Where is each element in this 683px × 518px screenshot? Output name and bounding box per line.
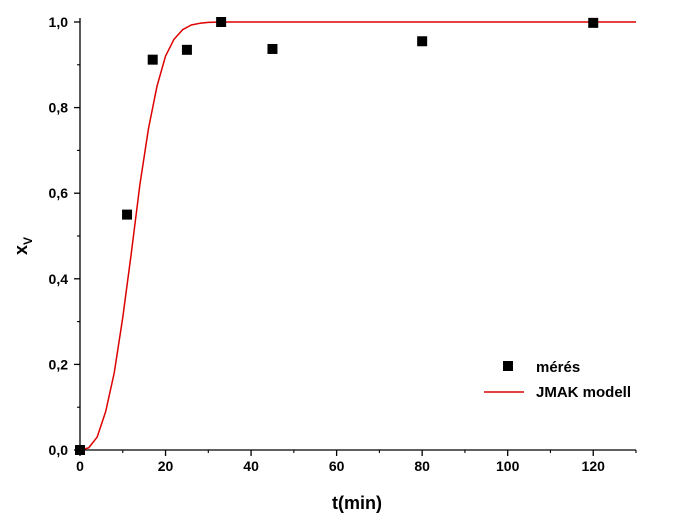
legend-label-jmak: JMAK modell (536, 384, 631, 401)
x-tick-label: 60 (329, 458, 345, 474)
y-tick-label: 1,0 (49, 14, 69, 30)
x-tick-label: 80 (414, 458, 430, 474)
x-axis: 0 20 40 60 80 100 120 (76, 450, 637, 474)
y-tick-label: 0,8 (49, 100, 69, 116)
meres-data-point (181, 44, 192, 55)
plot-frame (79, 18, 636, 451)
x-tick-label: 20 (158, 458, 174, 474)
jmak-model-curve (79, 21, 636, 451)
meres-data-point (267, 43, 278, 54)
y-tick-label: 0,0 (49, 442, 69, 458)
y-tick-label: 0,6 (49, 185, 69, 201)
legend-marker-meres (503, 361, 513, 371)
meres-data-point (417, 36, 428, 47)
x-tick-label: 0 (76, 458, 84, 474)
x-axis-title: t(min) (332, 493, 382, 513)
meres-data-point (75, 445, 85, 455)
meres-data-point (147, 54, 158, 65)
series-layer (75, 17, 636, 455)
y-axis-title-subscript: V (21, 237, 35, 245)
x-tick-label: 100 (496, 458, 520, 474)
x-tick-label: 120 (582, 458, 606, 474)
meres-data-point (216, 17, 227, 27)
legend: mérés JMAK modell (484, 359, 631, 401)
y-axis-title: xV (11, 237, 35, 255)
y-axis: 0,0 0,2 0,4 0,6 0,8 1,0 (49, 14, 80, 458)
y-axis-title-main: x (11, 245, 31, 255)
y-tick-label: 0,4 (49, 271, 69, 287)
legend-label-meres: mérés (536, 359, 580, 376)
meres-data-point (588, 17, 599, 28)
x-tick-label: 40 (243, 458, 259, 474)
meres-data-point (122, 209, 133, 220)
y-tick-label: 0,2 (49, 356, 69, 372)
